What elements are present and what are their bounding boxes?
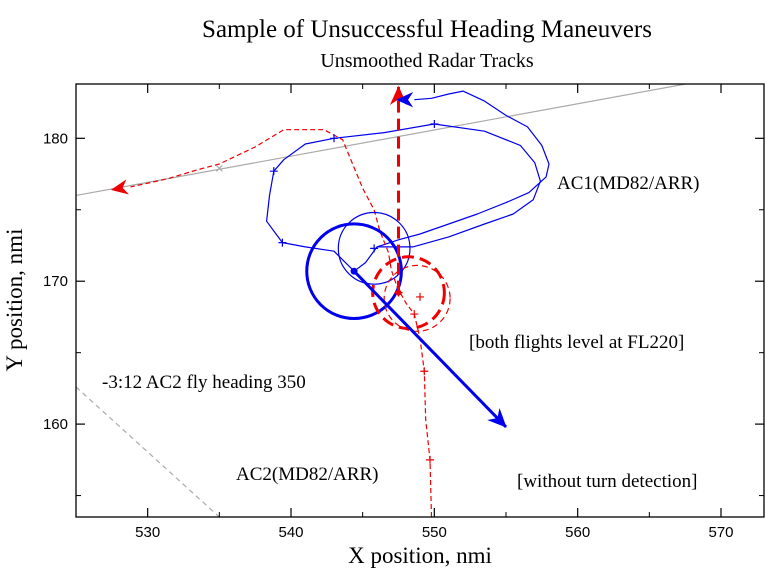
ac1-plus-marker	[370, 244, 379, 253]
x-tick-label: 540	[278, 524, 303, 541]
x-tick-label: 530	[135, 524, 160, 541]
plot-frame	[75, 83, 765, 518]
x-tick-label: 570	[708, 524, 733, 541]
ac1-velocity-vector	[352, 270, 508, 429]
chart-subtitle: Unsmoothed Radar Tracks	[320, 50, 534, 72]
ac1-future-circle	[337, 211, 411, 285]
y-tick-label: 160	[43, 416, 68, 433]
chart-title: Sample of Unsuccessful Heading Maneuvers	[202, 16, 652, 43]
annotation-heading: -3:12 AC2 fly heading 350	[102, 372, 306, 393]
ac1-plus-marker	[330, 134, 338, 143]
ac1-loop-series	[266, 123, 542, 272]
ac1-track-end-arrowhead	[396, 92, 414, 108]
ac2-plus-marker	[426, 455, 435, 464]
x-tick-label: 550	[422, 524, 447, 541]
ac1-plus-marker	[430, 120, 439, 129]
ac2-position-dot	[395, 289, 402, 296]
ac2-track-series	[130, 129, 433, 517]
ac2-current-circle	[371, 255, 446, 330]
ac1-reference-line	[76, 84, 690, 197]
axis-ticks: 530 540 550 560 570 160 170 180	[43, 84, 764, 541]
annotation-ac1: AC1(MD82/ARR)	[557, 173, 700, 194]
x-tick-label: 560	[565, 524, 590, 541]
annotation-ac2: AC2(MD82/ARR)	[236, 464, 379, 485]
annotation-detection: [without turn detection]	[517, 471, 697, 492]
ac2-reference-line	[76, 386, 220, 517]
annotation-level: [both flights level at FL220]	[469, 332, 684, 353]
ac2-track-end-arrowhead	[110, 179, 130, 195]
ac1-plus-marker	[269, 167, 278, 176]
y-axis-title: Y position, nmi	[2, 229, 27, 372]
y-tick-label: 170	[43, 273, 68, 290]
plot-area	[76, 84, 690, 517]
y-tick-label: 180	[43, 130, 68, 147]
ac2-plus-marker	[410, 310, 419, 319]
ac2-future-circle	[383, 264, 451, 332]
x-axis-title: X position, nmi	[348, 543, 492, 568]
ac1-plus-marker	[278, 238, 287, 247]
ac1-velocity-arrowhead	[487, 408, 507, 428]
ac2-plus-marker	[420, 367, 429, 376]
ac1-track-series	[353, 90, 550, 272]
ac1-position-dot	[350, 267, 358, 275]
ac2-plus-marker	[416, 292, 424, 301]
reference-x-marker	[215, 164, 223, 172]
